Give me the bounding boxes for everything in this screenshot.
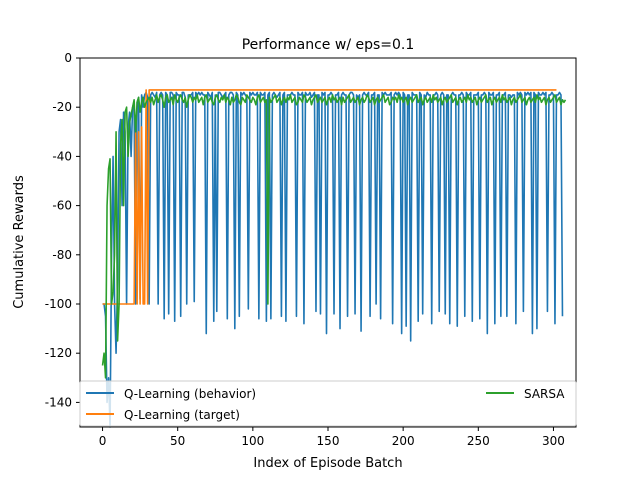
legend-label: SARSA — [524, 387, 565, 401]
y-tick-label: -120 — [45, 346, 72, 360]
y-tick-label: -20 — [52, 100, 72, 114]
series-line-3 — [101, 94, 567, 379]
y-tick-label: -40 — [52, 149, 72, 163]
x-axis-label: Index of Episode Batch — [253, 456, 402, 471]
y-tick-label: -140 — [45, 395, 72, 409]
series-line-2 — [102, 89, 557, 305]
y-tick-label: -100 — [45, 297, 72, 311]
chart-title: Performance w/ eps=0.1 — [242, 37, 415, 53]
legend: Q-Learning (behavior) Q-Learning (target)… — [79, 380, 577, 427]
y-tick-label: -60 — [52, 199, 72, 213]
x-tick-label: 100 — [241, 434, 264, 448]
x-axis: 0 50 100 150 200 250 300 — [99, 427, 565, 448]
x-tick-label: 200 — [392, 434, 415, 448]
legend-label: Q-Learning (target) — [124, 408, 240, 422]
y-tick-label: 0 — [64, 51, 72, 65]
x-tick-label: 150 — [317, 434, 340, 448]
legend-label: Q-Learning (behavior) — [124, 387, 256, 401]
x-tick-label: 50 — [170, 434, 185, 448]
series-layer — [101, 89, 567, 428]
x-tick-label: 300 — [542, 434, 565, 448]
y-axis-label: Cumulative Rewards — [12, 175, 27, 309]
series-line-1 — [102, 91, 564, 428]
y-tick-label: -80 — [52, 248, 72, 262]
legend-frame — [79, 380, 577, 427]
x-tick-label: 250 — [467, 434, 490, 448]
x-tick-label: 0 — [99, 434, 107, 448]
y-axis: 0 -20 -40 -60 -80 -100 -120 -140 — [45, 51, 80, 409]
